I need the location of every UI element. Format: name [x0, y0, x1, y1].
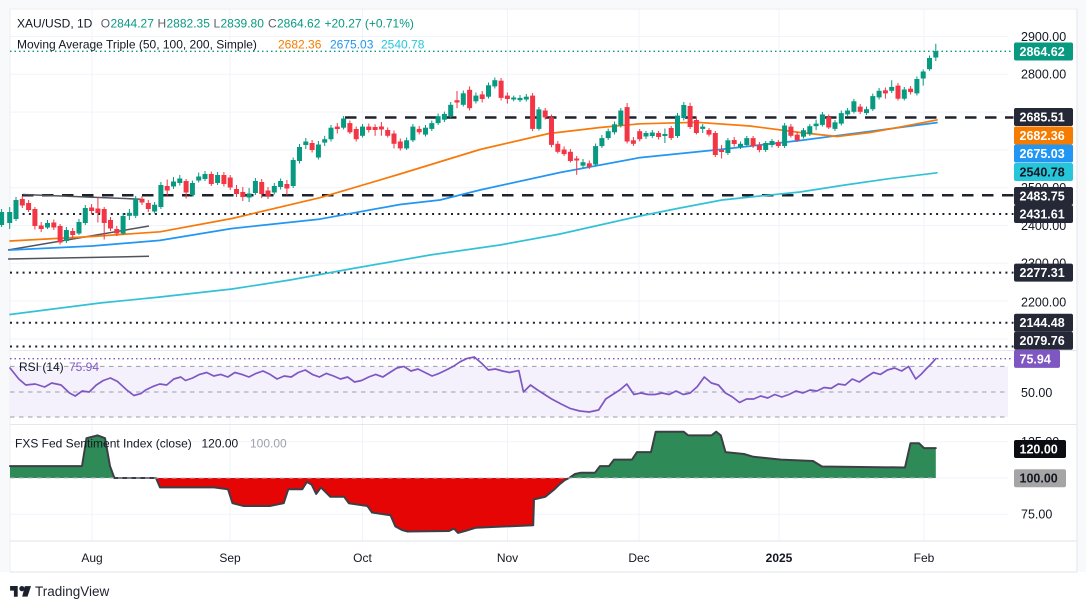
svg-text:75.94: 75.94 [1020, 352, 1051, 366]
svg-text:2800.00: 2800.00 [1021, 68, 1066, 82]
svg-text:Moving Average Triple (50, 100: Moving Average Triple (50, 100, 200, Sim… [17, 38, 257, 52]
svg-text:2844.27: 2844.27 [111, 16, 155, 30]
svg-text:75.00: 75.00 [1021, 507, 1052, 521]
svg-text:2277.31: 2277.31 [1020, 266, 1065, 280]
svg-text:2483.75: 2483.75 [1020, 189, 1065, 203]
svg-text:XAU/USD, 1D: XAU/USD, 1D [17, 16, 93, 30]
svg-text:Sep: Sep [219, 551, 241, 565]
svg-text:2675.03: 2675.03 [330, 38, 374, 52]
svg-text:Feb: Feb [914, 551, 935, 565]
svg-text:Dec: Dec [628, 551, 649, 565]
svg-text:100.00: 100.00 [250, 436, 287, 450]
svg-text:H: H [158, 16, 167, 30]
svg-text:2540.78: 2540.78 [381, 38, 425, 52]
svg-text:50.00: 50.00 [1021, 386, 1052, 400]
svg-text:L: L [214, 16, 221, 30]
svg-text:2900.00: 2900.00 [1021, 30, 1066, 44]
svg-text:+20.27 (+0.71%): +20.27 (+0.71%) [325, 16, 414, 30]
svg-text:Aug: Aug [81, 551, 102, 565]
svg-text:2025: 2025 [766, 551, 793, 565]
svg-text:2431.61: 2431.61 [1020, 207, 1065, 221]
svg-text:Oct: Oct [353, 551, 372, 565]
svg-text:2144.48: 2144.48 [1020, 316, 1065, 330]
svg-text:C: C [268, 16, 277, 30]
svg-text:75.94: 75.94 [69, 360, 99, 374]
svg-text:2079.76: 2079.76 [1020, 334, 1065, 348]
svg-text:2882.35: 2882.35 [167, 16, 211, 30]
svg-text:2200.00: 2200.00 [1021, 296, 1066, 310]
svg-text:2685.51: 2685.51 [1020, 110, 1065, 124]
svg-text:2682.36: 2682.36 [1020, 129, 1065, 143]
svg-text:TradingView: TradingView [35, 584, 110, 599]
svg-text:O: O [101, 16, 110, 30]
svg-text:2675.03: 2675.03 [1020, 147, 1065, 161]
svg-text:120.00: 120.00 [202, 436, 239, 450]
svg-text:120.00: 120.00 [1020, 442, 1058, 456]
svg-text:FXS Fed Sentiment Index (close: FXS Fed Sentiment Index (close) [15, 436, 192, 450]
svg-text:2540.78: 2540.78 [1020, 165, 1065, 179]
svg-text:2839.80: 2839.80 [221, 16, 265, 30]
svg-text:2864.62: 2864.62 [1020, 45, 1065, 59]
svg-text:RSI (14): RSI (14) [19, 360, 64, 374]
svg-text:2864.62: 2864.62 [277, 16, 321, 30]
svg-text:100.00: 100.00 [1020, 472, 1058, 486]
svg-text:Nov: Nov [497, 551, 518, 565]
svg-text:2682.36: 2682.36 [278, 38, 322, 52]
